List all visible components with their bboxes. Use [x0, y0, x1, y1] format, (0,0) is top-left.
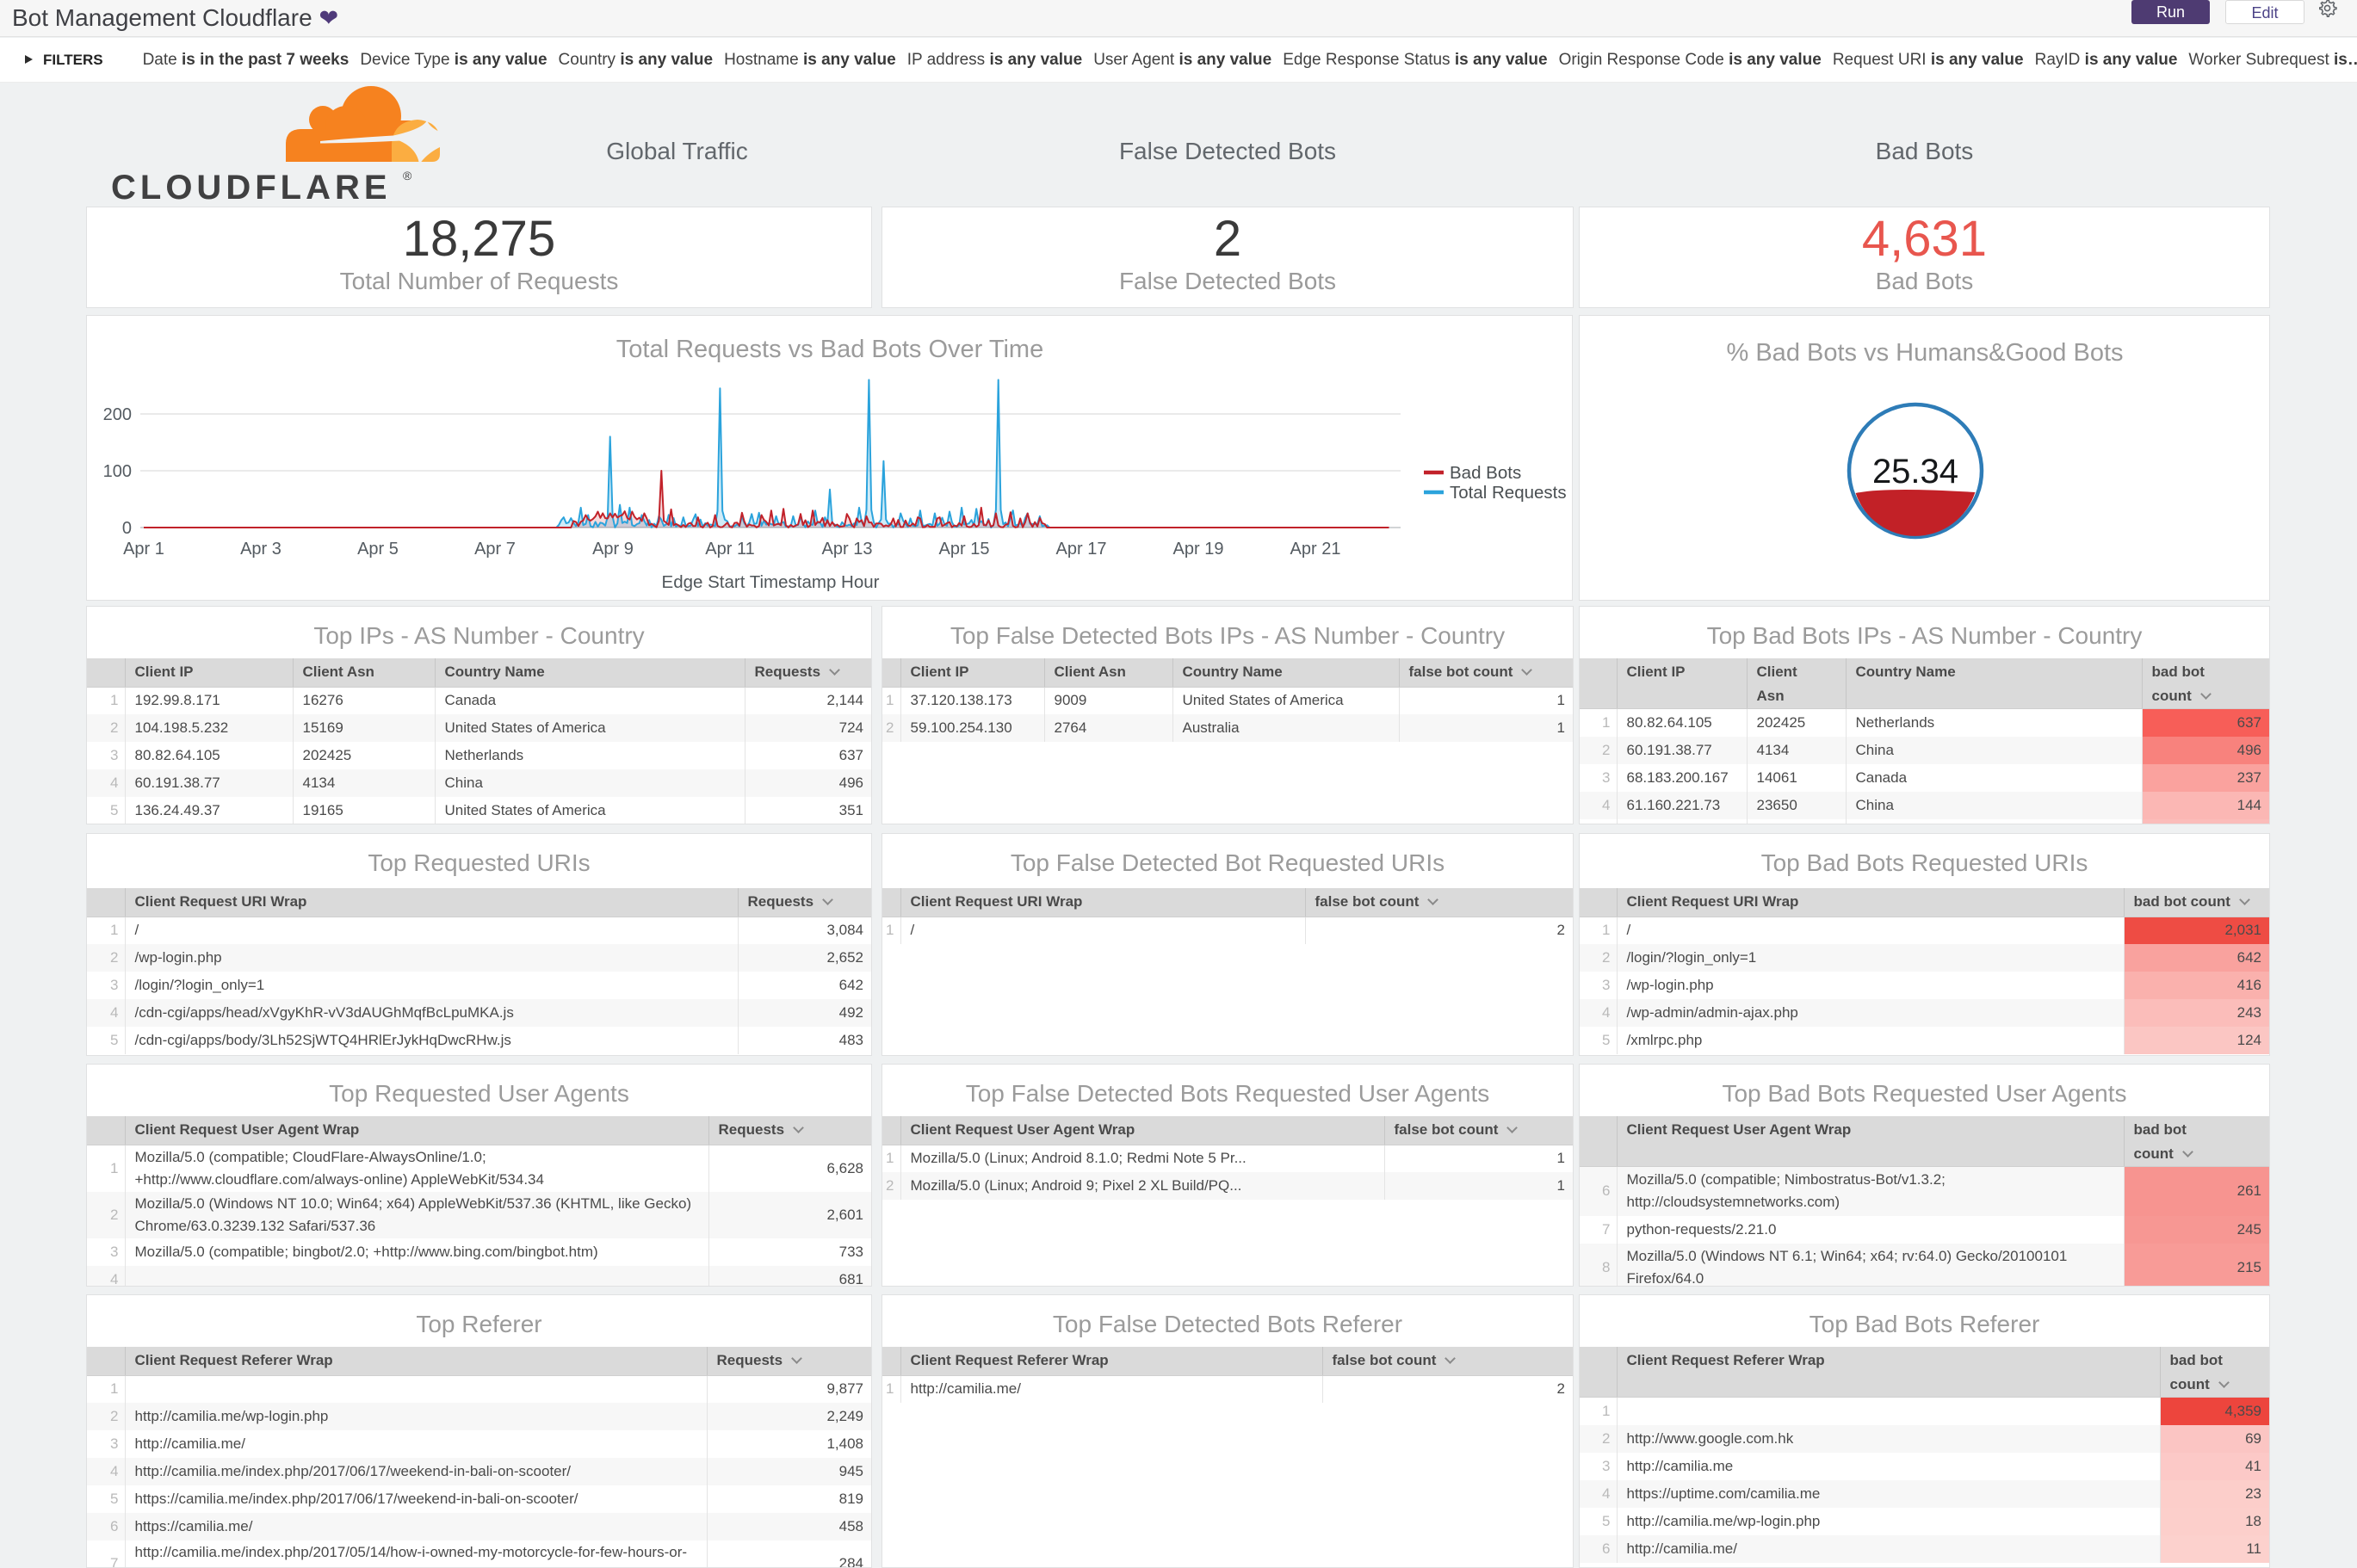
svg-text:Apr 15: Apr 15: [939, 540, 990, 559]
svg-text:% Bad Bots vs Humans&Good Bots: % Bad Bots vs Humans&Good Bots: [1727, 339, 2124, 367]
svg-text:Apr 17: Apr 17: [1056, 540, 1107, 559]
svg-text:Apr 13: Apr 13: [822, 540, 873, 559]
svg-text:0: 0: [122, 519, 132, 538]
svg-text:®: ®: [403, 169, 412, 182]
svg-text:Bad Bots: Bad Bots: [1450, 463, 1521, 483]
svg-text:Apr 5: Apr 5: [357, 540, 399, 559]
svg-text:100: 100: [103, 462, 132, 481]
svg-text:Apr 21: Apr 21: [1290, 540, 1341, 559]
svg-text:Apr 3: Apr 3: [240, 540, 281, 559]
svg-text:Apr 7: Apr 7: [474, 540, 516, 559]
svg-text:Apr 1: Apr 1: [123, 540, 164, 559]
svg-text:Apr 19: Apr 19: [1173, 540, 1224, 559]
svg-text:200: 200: [103, 405, 132, 424]
svg-text:Total Requests: Total Requests: [1450, 483, 1567, 503]
svg-text:Total Requests vs Bad Bots Ove: Total Requests vs Bad Bots Over Time: [616, 336, 1043, 363]
svg-text:CLOUDFLARE: CLOUDFLARE: [111, 169, 392, 207]
svg-text:Apr 9: Apr 9: [592, 540, 634, 559]
svg-text:25.34: 25.34: [1872, 453, 1958, 491]
svg-text:Edge Start Timestamp Hour: Edge Start Timestamp Hour: [662, 572, 880, 592]
svg-text:Apr 11: Apr 11: [705, 540, 754, 559]
